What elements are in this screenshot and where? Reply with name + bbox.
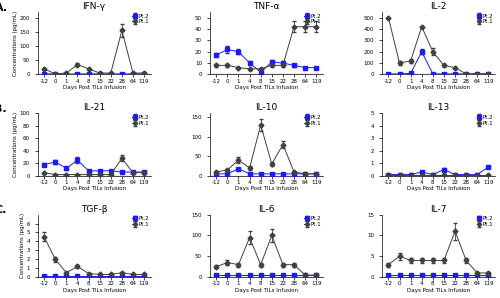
Legend: Pt.2, Pt.1: Pt.2, Pt.1 [132,216,150,228]
X-axis label: Days Post TILs Infusion: Days Post TILs Infusion [234,288,298,293]
Legend: Pt.2, Pt.1: Pt.2, Pt.1 [304,216,322,228]
X-axis label: Days Post TILs Infusion: Days Post TILs Infusion [407,85,470,90]
Title: IL-7: IL-7 [430,205,446,214]
X-axis label: Days Post TILs Infusion: Days Post TILs Infusion [407,186,470,191]
Title: IL-6: IL-6 [258,205,274,214]
Title: IFN-γ: IFN-γ [82,2,106,11]
Y-axis label: Concentrations (pg/mL): Concentrations (pg/mL) [13,112,18,177]
X-axis label: Days Post TILs Infusion: Days Post TILs Infusion [234,85,298,90]
X-axis label: Days Post TILs Infusion: Days Post TILs Infusion [62,85,126,90]
Text: B.: B. [0,104,7,114]
Title: TNF-α: TNF-α [253,2,280,11]
Legend: Pt.2, Pt.1: Pt.2, Pt.1 [304,114,322,126]
Legend: Pt.2, Pt.1: Pt.2, Pt.1 [132,13,150,25]
Title: IL-13: IL-13 [428,103,450,112]
Legend: Pt.2, Pt.1: Pt.2, Pt.1 [476,216,494,228]
Text: A.: A. [0,3,8,13]
Legend: Pt.2, Pt.1: Pt.2, Pt.1 [132,114,150,126]
Y-axis label: Concentrations (pg/mL): Concentrations (pg/mL) [20,213,25,278]
X-axis label: Days Post TILs Infusion: Days Post TILs Infusion [62,288,126,293]
Title: IL-2: IL-2 [430,2,446,11]
X-axis label: Days Post TILs Infusion: Days Post TILs Infusion [407,288,470,293]
Text: C.: C. [0,205,7,215]
X-axis label: Days Post TILs Infusion: Days Post TILs Infusion [62,186,126,191]
Legend: Pt.2, Pt.1: Pt.2, Pt.1 [304,13,322,25]
Title: IL-21: IL-21 [83,103,105,112]
Legend: Pt.2, Pt.1: Pt.2, Pt.1 [476,13,494,25]
Title: TGF-β: TGF-β [81,205,108,214]
Y-axis label: Concentrations (pg/mL): Concentrations (pg/mL) [13,11,18,76]
X-axis label: Days Post TILs Infusion: Days Post TILs Infusion [234,186,298,191]
Title: IL-10: IL-10 [255,103,278,112]
Legend: Pt.2, Pt.1: Pt.2, Pt.1 [476,114,494,126]
